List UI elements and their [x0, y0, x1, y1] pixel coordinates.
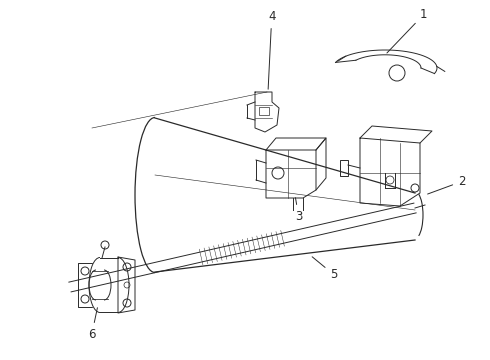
Text: 4: 4 [268, 10, 275, 89]
Text: 2: 2 [428, 175, 465, 194]
Text: 5: 5 [312, 257, 338, 281]
Text: 1: 1 [387, 8, 427, 53]
Text: 3: 3 [295, 198, 302, 223]
Text: 6: 6 [88, 308, 98, 341]
